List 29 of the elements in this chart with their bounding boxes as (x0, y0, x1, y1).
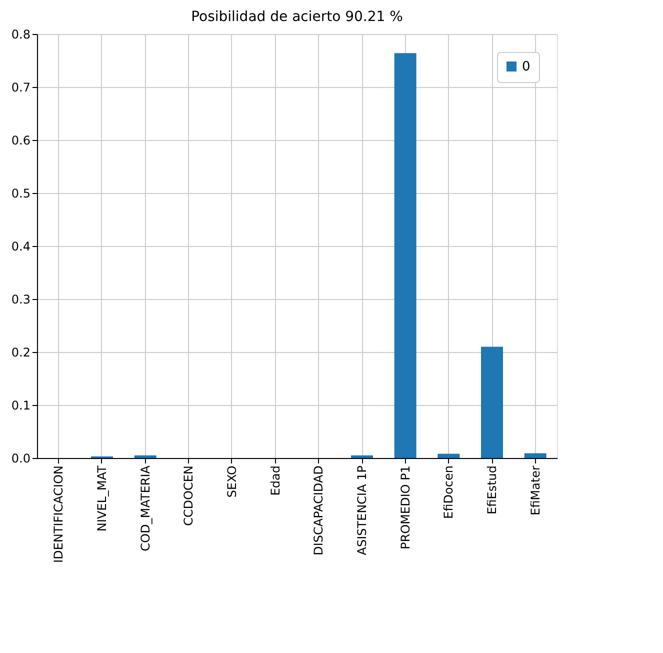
x-tick-label: COD_MATERIA (138, 464, 152, 552)
y-tick-label: 0.8 (11, 28, 30, 42)
y-tick-label: 0.6 (11, 134, 30, 148)
bar (438, 454, 460, 458)
y-tick-label: 0.1 (11, 398, 30, 412)
y-tick-label: 0.3 (11, 292, 30, 306)
y-tick-label: 0.2 (11, 346, 30, 360)
x-tick-label: SEXO (225, 466, 239, 498)
bar (134, 455, 156, 458)
x-tick-label: PROMEDIO P1 (398, 466, 412, 550)
y-tick-label: 0.4 (11, 240, 30, 254)
x-tick-label: Edad (268, 466, 282, 496)
y-tick-label: 0.5 (11, 186, 30, 200)
bar (524, 453, 546, 458)
bar (351, 455, 373, 458)
y-tick-label: 0.0 (11, 452, 30, 466)
x-tick-label: DISCAPACIDAD (312, 466, 326, 556)
x-tick-label: EfiEstud (485, 466, 499, 514)
bar (481, 346, 503, 458)
chart-title: Posibilidad de acierto 90.21 % (191, 9, 403, 25)
y-tick-label: 0.7 (11, 80, 30, 94)
x-tick-label: IDENTIFICACION (52, 466, 66, 563)
x-tick-label: EfiMater (528, 465, 542, 516)
x-tick-label: EfiDocen (442, 466, 456, 519)
bar (394, 53, 416, 458)
x-tick-label: ASISTENCIA 1P (355, 466, 369, 556)
x-tick-label: NIVEL_MAT (95, 464, 109, 532)
legend-label: 0 (522, 60, 530, 74)
x-tick-label: CCDOCEN (182, 466, 196, 526)
